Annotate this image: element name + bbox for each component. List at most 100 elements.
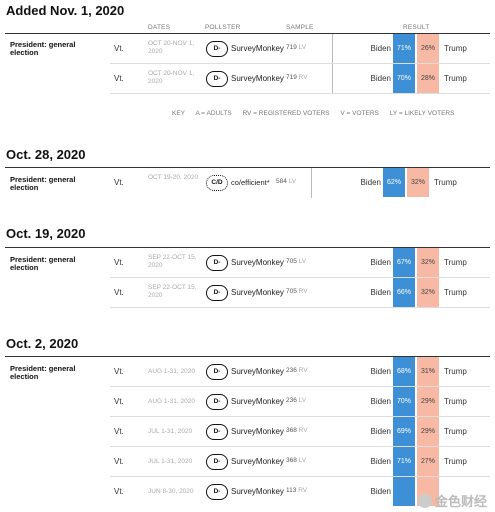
race-label: President: general election	[10, 255, 76, 272]
sample-type: LV	[298, 44, 307, 51]
biden-result-bar: 69%	[393, 417, 415, 446]
sample-size: 368 RV	[286, 427, 308, 434]
row-separator	[110, 63, 490, 64]
biden-label: Biden	[370, 487, 391, 496]
section-rule	[5, 33, 490, 34]
row-separator	[110, 93, 490, 94]
biden-label: Biden	[360, 178, 381, 187]
section-title: Oct. 2, 2020	[6, 336, 79, 351]
sample-size: 584 LV	[276, 178, 296, 185]
divider	[332, 64, 333, 94]
state: Vt.	[114, 74, 124, 83]
pollster-grade-badge: D-	[206, 255, 228, 271]
sample-count: 236	[286, 367, 297, 374]
divider	[332, 34, 333, 64]
biden-result-bar: 67%	[393, 248, 415, 277]
trump-label: Trump	[444, 258, 467, 267]
pollster-name[interactable]: SurveyMonkey	[231, 487, 284, 496]
race-label: President: general election	[10, 40, 76, 57]
key-legend: KEY A = ADULTS RV = REGISTERED VOTERS V …	[172, 110, 463, 117]
sample-count: 113	[286, 487, 297, 494]
biden-result-bar: 66%	[393, 278, 415, 307]
trump-label: Trump	[444, 74, 467, 83]
trump-result-bar: 29%	[417, 387, 439, 416]
col-header-sample: SAMPLE	[286, 24, 314, 31]
pollster-grade-badge: C/D	[206, 175, 228, 191]
poll-row[interactable]: Vt. SEP 22-OCT 15, 2020 D- SurveyMonkey …	[110, 278, 490, 308]
section-title: Oct. 28, 2020	[6, 147, 86, 162]
col-header-pollster: POLLSTER	[205, 24, 241, 31]
section-rule	[5, 247, 490, 248]
trump-result-bar: 29%	[417, 417, 439, 446]
poll-row[interactable]: Vt. AUG 1-31, 2020 D- SurveyMonkey 236 R…	[110, 357, 490, 387]
section-title: Added Nov. 1, 2020	[6, 3, 125, 18]
sample-type: RV	[298, 427, 308, 434]
poll-dates: JUN 8-30, 2020	[148, 488, 194, 495]
sample-count: 236	[286, 397, 297, 404]
sample-count: 719	[286, 44, 297, 51]
poll-dates: JUL 1-31, 2020	[148, 428, 193, 435]
poll-row[interactable]: Vt. OCT 20-NOV 1, 2020 D- SurveyMonkey 7…	[110, 64, 490, 94]
pollster-grade-badge: D-	[206, 454, 228, 470]
poll-dates: AUG 1-31, 2020	[148, 398, 195, 405]
key-registered: RV = REGISTERED VOTERS	[242, 110, 330, 117]
poll-row[interactable]: Vt. JUL 1-31, 2020 D- SurveyMonkey 368 L…	[110, 447, 490, 477]
trump-label: Trump	[444, 367, 467, 376]
section-title: Oct. 19, 2020	[6, 226, 86, 241]
section-rule	[5, 356, 490, 357]
trump-result-bar: 32%	[417, 248, 439, 277]
key-label: KEY	[172, 110, 186, 117]
pollster-grade-badge: D-	[206, 394, 228, 410]
poll-row[interactable]: Vt. JUL 1-31, 2020 D- SurveyMonkey 368 R…	[110, 417, 490, 447]
key-likely: LY = LIKELY VOTERS	[389, 110, 455, 117]
sample-type: RV	[298, 367, 308, 374]
poll-row[interactable]: Vt. AUG 1-31, 2020 D- SurveyMonkey 236 L…	[110, 387, 490, 417]
poll-dates: SEP 22-OCT 15, 2020	[148, 284, 197, 299]
state: Vt.	[114, 288, 124, 297]
poll-dates: OCT 20-NOV 1, 2020	[148, 40, 195, 55]
pollster-name[interactable]: SurveyMonkey	[231, 427, 284, 436]
pollster-name[interactable]: SurveyMonkey	[231, 258, 284, 267]
pollster-name[interactable]: co/efficient*	[231, 178, 270, 187]
row-separator	[110, 446, 490, 447]
biden-result-bar: 62%	[383, 168, 405, 197]
poll-row[interactable]: Vt. SEP 22-OCT 15, 2020 D- SurveyMonkey …	[110, 248, 490, 278]
pollster-grade-badge: D-	[206, 424, 228, 440]
pollster-name[interactable]: SurveyMonkey	[231, 397, 284, 406]
sample-type: LV	[298, 258, 307, 265]
biden-result-bar	[393, 477, 415, 506]
state: Vt.	[114, 178, 124, 187]
pollster-grade-badge: D-	[206, 285, 228, 301]
poll-row[interactable]: Vt. OCT 20-NOV 1, 2020 D- SurveyMonkey 7…	[110, 34, 490, 64]
pollster-grade-badge: D-	[206, 41, 228, 57]
biden-label: Biden	[370, 288, 391, 297]
biden-label: Biden	[370, 44, 391, 53]
biden-result-bar: 68%	[393, 357, 415, 386]
pollster-name[interactable]: SurveyMonkey	[231, 457, 284, 466]
pollster-name[interactable]: SurveyMonkey	[231, 74, 284, 83]
biden-result-bar: 70%	[393, 387, 415, 416]
pollster-name[interactable]: SurveyMonkey	[231, 44, 284, 53]
trump-result-bar: 27%	[417, 447, 439, 476]
pollster-name[interactable]: SurveyMonkey	[231, 288, 284, 297]
sample-type: LV	[298, 457, 307, 464]
poll-row[interactable]: Vt. OCT 19-20, 2020 C/D co/efficient* 58…	[110, 168, 490, 198]
trump-label: Trump	[444, 427, 467, 436]
watermark: 金色财经	[417, 491, 487, 510]
poll-row[interactable]: Vt. JUN 8-30, 2020 D- SurveyMonkey 113 R…	[110, 477, 490, 507]
sample-size: 236 LV	[286, 397, 306, 404]
sample-size: 236 RV	[286, 367, 308, 374]
pollster-name[interactable]: SurveyMonkey	[231, 367, 284, 376]
sample-size: 368 LV	[286, 457, 306, 464]
state: Vt.	[114, 44, 124, 53]
trump-result-bar: 31%	[417, 357, 439, 386]
biden-label: Biden	[370, 74, 391, 83]
biden-result-bar: 70%	[393, 64, 415, 93]
sample-count: 705	[286, 288, 297, 295]
key-voters: V = VOTERS	[340, 110, 379, 117]
sample-size: 705 RV	[286, 288, 308, 295]
poll-dates: OCT 20-NOV 1, 2020	[148, 70, 195, 85]
trump-result-bar: 32%	[407, 168, 429, 197]
sample-size: 719 RV	[286, 74, 308, 81]
sample-size: 705 LV	[286, 258, 306, 265]
